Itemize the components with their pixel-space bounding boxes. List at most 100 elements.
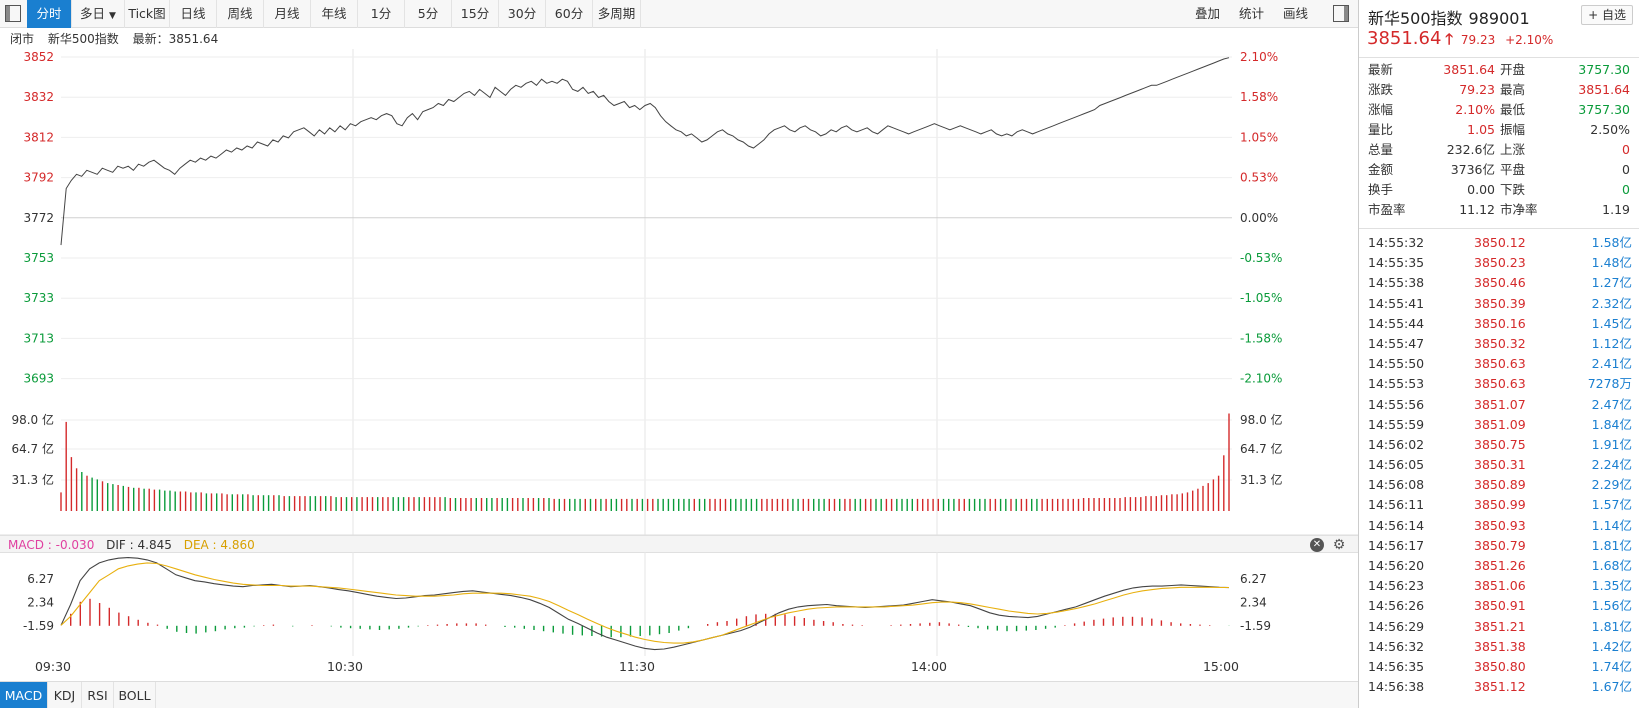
stats-row: 金额 3736亿 平盘 0 [1359, 160, 1639, 180]
tick-row: 14:56:38 3851.12 1.67亿 [1359, 677, 1639, 697]
stats-label: 开盘 [1500, 62, 1526, 77]
tick-amount: 1.45亿 [1591, 315, 1632, 331]
stats-value: 3851.64 [1578, 82, 1630, 97]
draw-line-button[interactable]: 画线 [1283, 6, 1309, 21]
left-panel-toggle-icon[interactable] [5, 5, 21, 22]
tab-rsi[interactable]: RSI [82, 682, 114, 708]
tab-60min[interactable]: 60分 [546, 0, 593, 28]
tick-price: 3850.39 [1474, 295, 1526, 311]
stats-value: 11.12 [1459, 202, 1495, 217]
tick-amount: 1.42亿 [1591, 638, 1632, 654]
tick-price: 3850.80 [1474, 658, 1526, 674]
gear-icon[interactable]: ⚙ [1332, 537, 1346, 553]
pct-tick-label: 1.58% [1240, 90, 1278, 104]
stats-row: 市盈率 11.12 市净率 1.19 [1359, 200, 1639, 220]
volume-tick-label-right: 64.7 亿 [1240, 441, 1283, 456]
index-name: 新华500指数 [1368, 9, 1463, 28]
tick-amount: 1.48亿 [1591, 255, 1632, 271]
stats-value: 3851.64 [1443, 62, 1495, 77]
stats-row: 涨跌 79.23 最高 3851.64 [1359, 80, 1639, 100]
tick-time: 14:55:38 [1368, 275, 1425, 291]
volume-tick-label: 31.3 亿 [11, 472, 54, 487]
stats-label: 换手 [1368, 182, 1394, 197]
tab-macd[interactable]: MACD [0, 682, 48, 708]
overlay-button[interactable]: 叠加 [1195, 6, 1221, 21]
close-icon[interactable]: ✕ [1310, 538, 1324, 552]
chevron-down-icon: ▼ [109, 11, 116, 21]
tab-30min[interactable]: 30分 [499, 0, 546, 28]
tick-row: 14:56:02 3850.75 1.91亿 [1359, 435, 1639, 455]
tick-time: 14:55:41 [1368, 295, 1425, 311]
stats-value: 2.10% [1455, 102, 1495, 117]
tick-time: 14:56:02 [1368, 436, 1425, 452]
stats-label: 金额 [1368, 162, 1394, 177]
tick-price: 3851.26 [1474, 558, 1526, 573]
volume-tick-label-right: 31.3 亿 [1240, 472, 1283, 487]
tab-boll[interactable]: BOLL [114, 682, 156, 708]
tab-15min[interactable]: 15分 [452, 0, 499, 28]
tab-daily[interactable]: 日线 [170, 0, 217, 28]
right-panel-toggle-icon[interactable] [1333, 5, 1349, 22]
tab-kdj[interactable]: KDJ [48, 682, 82, 708]
stats-label: 最新 [1368, 62, 1394, 77]
tick-row: 14:56:32 3851.38 1.42亿 [1359, 637, 1639, 657]
tick-amount: 1.12亿 [1591, 335, 1632, 351]
tick-row: 14:55:38 3850.46 1.27亿 [1359, 273, 1639, 293]
chart-latest-price: 最新：3851.64 [132, 32, 219, 46]
stats-label: 最高 [1500, 82, 1526, 97]
tab-tick[interactable]: Tick图 [125, 0, 170, 28]
tick-amount: 1.14亿 [1591, 517, 1632, 533]
tick-time: 14:56:32 [1368, 638, 1425, 654]
macd-tick-label-right: 6.27 [1240, 572, 1267, 586]
tick-time: 14:56:17 [1368, 537, 1425, 553]
stats-label: 市净率 [1500, 202, 1538, 217]
tick-price: 3850.89 [1474, 477, 1526, 493]
stats-row: 换手 0.00 下跌 0 [1359, 180, 1639, 200]
tick-amount: 7278万 [1587, 376, 1632, 392]
time-tick-label: 15:00 [1203, 659, 1239, 674]
tick-price: 3850.32 [1474, 335, 1526, 351]
tick-time: 14:56:05 [1368, 457, 1425, 473]
tab-monthly[interactable]: 月线 [264, 0, 311, 28]
tab-multi-day[interactable]: 多日 ▼ [72, 0, 125, 28]
tick-time: 14:55:59 [1368, 416, 1425, 432]
tick-amount: 2.41亿 [1591, 356, 1632, 372]
tab-multi-period[interactable]: 多周期 [593, 0, 641, 28]
stats-row: 最新 3851.64 开盘 3757.30 [1359, 60, 1639, 80]
pct-tick-label: 1.05% [1240, 130, 1278, 144]
tick-time: 14:55:32 [1368, 235, 1425, 250]
stats-value: 3757.30 [1578, 102, 1630, 117]
price-line: 3851.64 🡑 79.23 +2.10% [1367, 27, 1553, 51]
statistics-button[interactable]: 统计 [1239, 6, 1265, 21]
tab-multi-day-label: 多日 [80, 6, 106, 21]
price-tick-label: 3693 [23, 372, 54, 386]
tab-1min[interactable]: 1分 [358, 0, 405, 28]
tick-row: 14:55:44 3850.16 1.45亿 [1359, 314, 1639, 334]
tick-amount: 1.91亿 [1591, 436, 1632, 452]
add-to-watchlist-button[interactable]: + 自选 [1581, 5, 1633, 25]
price-change-pct: +2.10% [1505, 33, 1554, 47]
tick-row: 14:56:05 3850.31 2.24亿 [1359, 455, 1639, 475]
price-change: 79.23 [1460, 33, 1496, 47]
stats-label: 上涨 [1500, 142, 1526, 157]
stats-label: 市盈率 [1368, 202, 1406, 217]
tick-price: 3850.23 [1474, 255, 1526, 271]
stats-label: 下跌 [1500, 182, 1526, 197]
stats-label: 涨幅 [1368, 102, 1394, 117]
tab-intraday[interactable]: 分时 [27, 0, 72, 28]
macd-value: MACD : -0.030 [8, 538, 95, 552]
stats-value: 1.05 [1467, 122, 1495, 137]
tick-time: 14:55:35 [1368, 255, 1425, 271]
tick-row: 14:56:14 3850.93 1.14亿 [1359, 516, 1639, 536]
tick-row: 14:55:59 3851.09 1.84亿 [1359, 415, 1639, 435]
tab-weekly[interactable]: 周线 [217, 0, 264, 28]
price-tick-label: 3753 [23, 251, 54, 265]
tab-yearly[interactable]: 年线 [311, 0, 358, 28]
macd-chart[interactable]: 6.27 6.27 2.34 2.34 -1.59 -1.59 [0, 552, 1358, 656]
tab-5min[interactable]: 5分 [405, 0, 452, 28]
tick-amount: 1.81亿 [1591, 618, 1632, 634]
tick-row: 14:55:53 3850.63 7278万 [1359, 374, 1639, 394]
price-tick-label: 3832 [23, 90, 54, 104]
tick-time: 14:55:50 [1368, 356, 1425, 372]
intraday-price-chart[interactable]: 3852 2.10% 3832 1.58% 3812 1.05% 3792 0.53% 3772… [0, 49, 1358, 536]
